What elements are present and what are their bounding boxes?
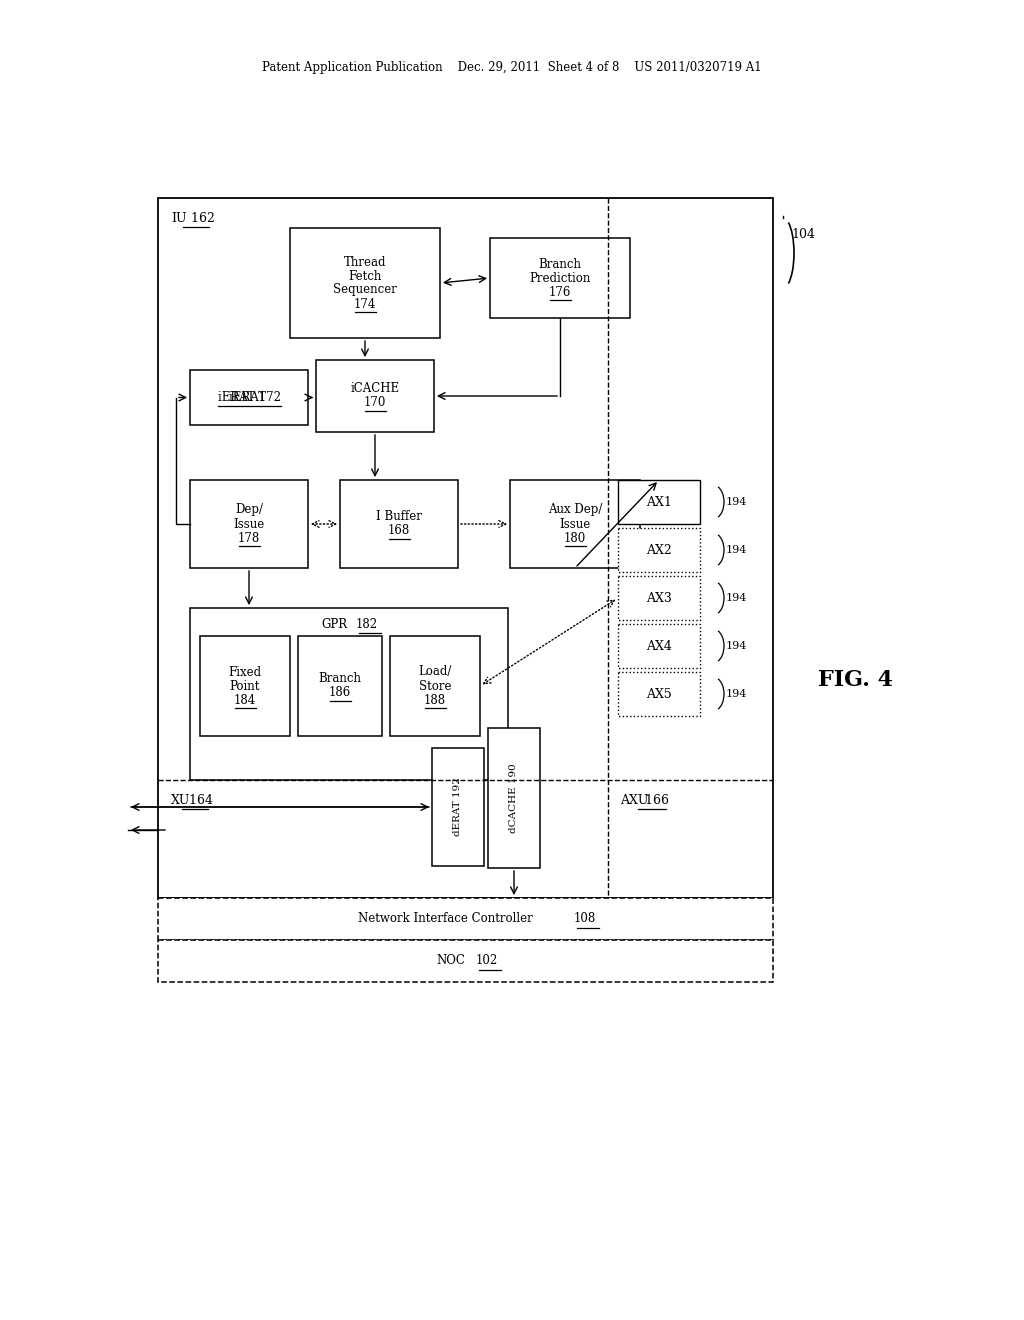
Text: FIG. 4: FIG. 4 [817, 669, 893, 690]
Text: 164: 164 [185, 795, 213, 807]
Bar [298, 636, 382, 737]
Text: Point: Point [229, 680, 260, 693]
Text: Fetch: Fetch [348, 269, 382, 282]
Bar [195, 484, 313, 573]
Text: dERAT 192: dERAT 192 [454, 777, 463, 837]
Text: Aux Dep/: Aux Dep/ [548, 503, 602, 516]
Text: AX5: AX5 [646, 688, 672, 701]
Bar [158, 898, 773, 940]
Text: 108: 108 [573, 912, 596, 925]
Text: 194: 194 [726, 545, 748, 554]
Text: 194: 194 [726, 498, 748, 507]
Text: 182: 182 [356, 618, 378, 631]
Text: 180: 180 [564, 532, 586, 544]
Text: 194: 194 [726, 593, 748, 603]
Bar [520, 490, 650, 578]
Text: iCACHE: iCACHE [350, 383, 399, 396]
Text: Branch: Branch [539, 257, 582, 271]
Text: 170: 170 [364, 396, 386, 409]
Text: IU: IU [171, 213, 186, 224]
Text: Load/: Load/ [419, 665, 452, 678]
Text: Network Interface Controller: Network Interface Controller [358, 912, 532, 925]
Text: Thread: Thread [344, 256, 386, 268]
Bar [158, 198, 773, 898]
Bar [618, 576, 700, 620]
Text: Issue: Issue [233, 517, 264, 531]
Text: AX2: AX2 [646, 544, 672, 557]
Text: 194: 194 [726, 642, 748, 651]
Bar [190, 609, 508, 780]
Text: 174: 174 [354, 297, 376, 310]
Text: Branch: Branch [318, 672, 361, 685]
Text: 178: 178 [238, 532, 260, 544]
Bar [618, 528, 700, 572]
Bar [200, 636, 290, 737]
Bar [158, 940, 773, 982]
Bar [290, 228, 440, 338]
Text: 194: 194 [726, 689, 748, 700]
Bar [618, 480, 700, 524]
Text: AX4: AX4 [646, 639, 672, 652]
Text: Dep/: Dep/ [234, 503, 263, 516]
Text: I Buffer: I Buffer [376, 511, 422, 524]
Text: dCACHE 190: dCACHE 190 [510, 763, 518, 833]
Text: Sequencer: Sequencer [333, 284, 397, 297]
Bar [390, 636, 480, 737]
Bar [340, 480, 458, 568]
Bar [490, 238, 630, 318]
Text: 102: 102 [475, 954, 498, 968]
Text: AXU: AXU [620, 795, 648, 807]
Text: 166: 166 [641, 795, 669, 807]
Bar [510, 480, 640, 568]
Text: Patent Application Publication    Dec. 29, 2011  Sheet 4 of 8    US 2011/0320719: Patent Application Publication Dec. 29, … [262, 62, 762, 74]
Text: 188: 188 [424, 693, 446, 706]
Text: AX3: AX3 [646, 591, 672, 605]
Text: iERAT: iERAT [228, 391, 269, 404]
Bar [345, 484, 463, 573]
Text: Prediction: Prediction [529, 272, 591, 285]
Text: GPR: GPR [321, 618, 347, 631]
Text: XU: XU [171, 795, 190, 807]
Text: iERAT 172: iERAT 172 [217, 391, 281, 404]
Bar [618, 624, 700, 668]
Bar [316, 360, 434, 432]
Bar [300, 238, 450, 348]
Text: Fixed: Fixed [228, 665, 261, 678]
Bar [295, 234, 445, 343]
Bar [488, 729, 540, 869]
Bar [190, 370, 308, 425]
Text: 184: 184 [233, 693, 256, 706]
Bar [190, 480, 308, 568]
Text: 162: 162 [187, 213, 215, 224]
Text: 176: 176 [549, 285, 571, 298]
Text: 104: 104 [791, 228, 815, 242]
Bar [432, 748, 484, 866]
Text: 168: 168 [388, 524, 411, 537]
Text: Issue: Issue [559, 517, 591, 531]
Text: Store: Store [419, 680, 452, 693]
Bar [618, 672, 700, 715]
Bar [515, 484, 645, 573]
Bar [350, 490, 468, 578]
Text: AX1: AX1 [646, 495, 672, 508]
Bar [200, 490, 318, 578]
Text: NOC: NOC [436, 954, 465, 968]
Text: 186: 186 [329, 686, 351, 700]
